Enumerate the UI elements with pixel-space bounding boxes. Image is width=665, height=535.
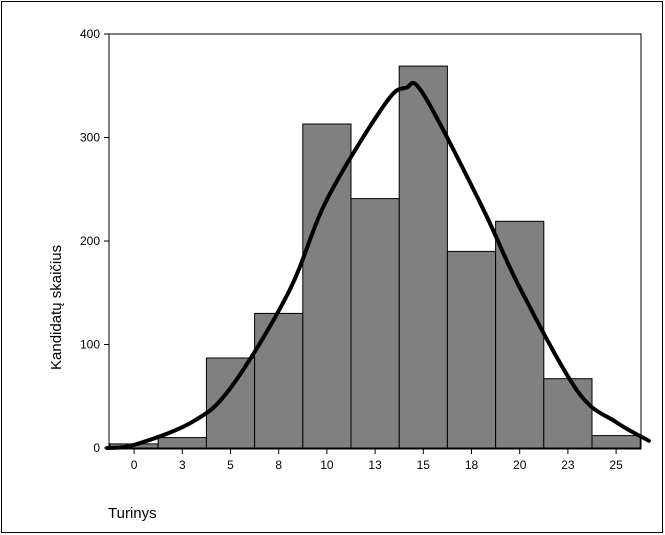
bar-8 [254,312,304,449]
x-tick-label-18: 18 [465,458,479,472]
y-tick-label-400: 400 [80,27,100,41]
x-tick-label-15: 15 [417,458,431,472]
x-tick-label-23: 23 [561,458,575,472]
x-tick-label-3: 3 [179,458,186,472]
curve-group [105,80,651,450]
x-tick-label-8: 8 [275,458,282,472]
x-axis-title: Turinys [108,505,157,522]
x-tick-label-5: 5 [227,458,234,472]
y-tick-label-0: 0 [93,441,100,455]
x-tick-label-10: 10 [320,458,334,472]
x-tick-label-25: 25 [609,458,623,472]
bar-25 [591,435,641,449]
bar-10 [302,123,352,449]
x-tick-label-13: 13 [368,458,382,472]
bar-13 [350,198,400,449]
bars-group [109,65,641,449]
bar-18 [446,250,497,449]
y-axis: 0 100 200 300 400 [80,27,109,455]
bar-5 [205,357,256,449]
y-axis-title: Kandidatų skaičius [48,245,65,370]
bar-3 [157,437,207,449]
y-tick-label-100: 100 [80,338,100,352]
normal-curve [105,80,651,450]
y-tick-label-200: 200 [80,234,100,248]
y-tick-label-300: 300 [80,131,100,145]
bar-23 [543,378,593,449]
x-axis: 0 3 5 8 10 13 15 18 20 23 25 [131,449,623,472]
x-tick-label-20: 20 [513,458,527,472]
x-tick-label-0: 0 [131,458,138,472]
